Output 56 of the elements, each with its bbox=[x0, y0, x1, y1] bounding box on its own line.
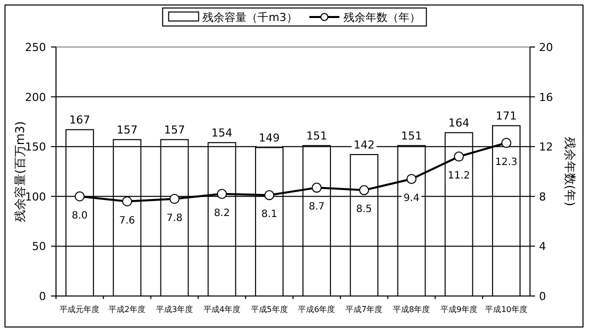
y2-tick-label: 16 bbox=[539, 90, 553, 104]
data-label: 157 bbox=[164, 124, 185, 137]
x-tick-label: 平成10年度 bbox=[485, 305, 528, 314]
point bbox=[501, 138, 512, 148]
data-label: 8.2 bbox=[214, 208, 230, 219]
data-label: 11.2 bbox=[448, 170, 470, 182]
x-tick-label: 平成2年度 bbox=[108, 305, 146, 314]
data-label: 8.5 bbox=[356, 204, 372, 216]
data-label: 142 bbox=[354, 138, 375, 152]
x-tick-label: 平成元年度 bbox=[60, 305, 100, 314]
data-label: 154 bbox=[211, 126, 232, 140]
point bbox=[122, 196, 132, 206]
data-label: 8.1 bbox=[261, 209, 278, 220]
point bbox=[454, 152, 464, 162]
y-axis-title: 残余容量(百万m3) bbox=[13, 121, 27, 222]
point bbox=[170, 194, 180, 204]
y-tick-label: 150 bbox=[25, 140, 46, 154]
data-label: 12.3 bbox=[495, 156, 518, 168]
data-label: 149 bbox=[258, 132, 280, 145]
y2-axis-title: 残余年数(年) bbox=[563, 136, 577, 206]
point bbox=[359, 185, 370, 196]
data-label: 7.8 bbox=[166, 212, 182, 224]
y2-tick-label: 4 bbox=[539, 240, 546, 254]
x-tick-label: 平成3年度 bbox=[156, 305, 194, 314]
data-label: 171 bbox=[496, 110, 517, 123]
data-label: 151 bbox=[401, 130, 422, 143]
y2-tick-label: 12 bbox=[539, 140, 553, 154]
data-label: 7.6 bbox=[119, 215, 136, 226]
point bbox=[406, 174, 416, 184]
data-label: 157 bbox=[116, 124, 138, 137]
data-label: 8.0 bbox=[72, 210, 88, 222]
x-tick-label: 平成9年度 bbox=[440, 305, 478, 314]
y-tick-label: 100 bbox=[25, 190, 46, 204]
y2-tick-label: 0 bbox=[539, 290, 546, 303]
x-tick-label: 平成8年度 bbox=[392, 305, 430, 314]
point bbox=[264, 190, 274, 200]
x-tick-label: 平成5年度 bbox=[250, 305, 288, 314]
y-tick-label: 0 bbox=[39, 290, 46, 303]
legend-label: 残余容量（千m3） bbox=[202, 11, 298, 24]
data-label: 8.7 bbox=[308, 202, 325, 213]
data-label: 151 bbox=[306, 130, 328, 143]
y-tick-label: 200 bbox=[25, 90, 46, 104]
data-label: 9.4 bbox=[404, 192, 420, 204]
x-tick-label: 平成6年度 bbox=[298, 305, 336, 314]
data-label: 167 bbox=[69, 114, 90, 127]
legend-label: 残余年数（年） bbox=[343, 11, 420, 24]
data-label: 164 bbox=[448, 116, 470, 130]
y-tick-label: 50 bbox=[32, 240, 46, 254]
point bbox=[216, 188, 227, 199]
point bbox=[312, 182, 322, 193]
x-tick-label: 平成4年度 bbox=[203, 305, 240, 314]
point bbox=[74, 191, 85, 202]
x-tick-label: 平成7年度 bbox=[346, 305, 383, 314]
y2-tick-label: 20 bbox=[539, 41, 553, 54]
y2-tick-label: 8 bbox=[539, 190, 546, 204]
y-tick-label: 250 bbox=[25, 41, 46, 54]
